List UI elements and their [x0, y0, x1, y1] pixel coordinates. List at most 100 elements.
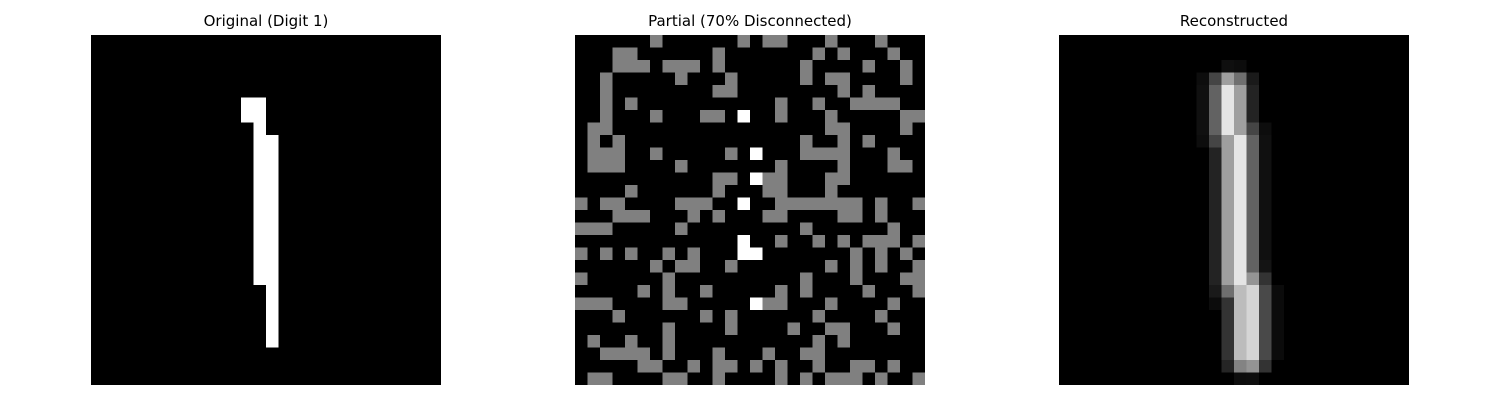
disconnected-pixel — [837, 147, 850, 160]
reconstructed-pixel — [1196, 110, 1209, 123]
disconnected-pixel — [812, 197, 825, 210]
reconstructed-pixel — [1221, 347, 1234, 360]
disconnected-pixel — [600, 222, 613, 235]
disconnected-pixel — [900, 160, 913, 173]
reconstructed-pixel — [1259, 285, 1272, 298]
disconnected-pixel — [837, 72, 850, 85]
reconstructed-pixel — [1246, 147, 1259, 160]
digit-pixel — [266, 335, 279, 348]
reconstructed-pixel — [1271, 310, 1284, 323]
disconnected-pixel — [612, 160, 625, 173]
disconnected-pixel — [800, 272, 813, 285]
reconstructed-pixel — [1246, 372, 1259, 385]
digit-pixel — [253, 110, 266, 123]
disconnected-pixel — [650, 260, 663, 273]
disconnected-pixel — [725, 260, 738, 273]
disconnected-pixel — [812, 347, 825, 360]
disconnected-pixel — [775, 35, 788, 48]
disconnected-pixel — [600, 85, 613, 98]
digit-pixel — [241, 97, 254, 110]
disconnected-pixel — [825, 122, 838, 135]
digit-pixel — [266, 222, 279, 235]
disconnected-pixel — [762, 185, 775, 198]
reconstructed-pixel — [1209, 260, 1222, 273]
disconnected-pixel — [825, 260, 838, 273]
disconnected-pixel — [662, 335, 675, 348]
disconnected-pixel — [775, 197, 788, 210]
disconnected-pixel — [850, 97, 863, 110]
reconstructed-pixel — [1209, 197, 1222, 210]
disconnected-pixel — [800, 347, 813, 360]
disconnected-pixel — [912, 110, 925, 123]
disconnected-pixel — [662, 247, 675, 260]
disconnected-pixel — [675, 222, 688, 235]
reconstructed-pixel — [1246, 360, 1259, 373]
reconstructed-pixel — [1246, 197, 1259, 210]
disconnected-pixel — [900, 60, 913, 73]
disconnected-pixel — [625, 185, 638, 198]
disconnected-pixel — [725, 172, 738, 185]
reconstructed-pixel — [1221, 247, 1234, 260]
reconstructed-pixel — [1221, 147, 1234, 160]
disconnected-pixel — [587, 122, 600, 135]
disconnected-pixel — [887, 235, 900, 248]
reconstructed-pixel — [1234, 97, 1247, 110]
reconstructed-pixel — [1246, 260, 1259, 273]
original-panel: Original (Digit 1) — [91, 0, 441, 400]
disconnected-pixel — [662, 372, 675, 385]
disconnected-pixel — [587, 222, 600, 235]
reconstructed-pixel — [1246, 160, 1259, 173]
disconnected-pixel — [912, 272, 925, 285]
reconstructed-pixel — [1209, 135, 1222, 148]
partial-panel: Partial (70% Disconnected) — [575, 0, 925, 400]
disconnected-pixel — [600, 372, 613, 385]
disconnected-pixel — [600, 122, 613, 135]
reconstructed-pixel — [1209, 160, 1222, 173]
digit-pixel — [253, 197, 266, 210]
disconnected-pixel — [862, 360, 875, 373]
disconnected-pixel — [812, 97, 825, 110]
disconnected-pixel — [850, 260, 863, 273]
reconstructed-pixel — [1221, 297, 1234, 310]
disconnected-pixel — [675, 197, 688, 210]
disconnected-pixel — [762, 297, 775, 310]
reconstructed-pixel — [1234, 335, 1247, 348]
disconnected-pixel — [887, 97, 900, 110]
digit-pixel — [253, 222, 266, 235]
disconnected-pixel — [712, 47, 725, 60]
disconnected-pixel — [875, 35, 888, 48]
disconnected-pixel — [875, 260, 888, 273]
reconstructed-pixel — [1221, 260, 1234, 273]
reconstructed-panel: Reconstructed — [1059, 0, 1409, 400]
disconnected-pixel — [675, 372, 688, 385]
disconnected-pixel — [887, 297, 900, 310]
reconstructed-pixel — [1259, 210, 1272, 223]
disconnected-pixel — [850, 272, 863, 285]
digit-pixel — [253, 235, 266, 248]
reconstructed-pixel — [1246, 285, 1259, 298]
disconnected-pixel — [800, 222, 813, 235]
reconstructed-pixel — [1259, 335, 1272, 348]
reconstructed-pixel — [1221, 60, 1234, 73]
reconstructed-pixel — [1259, 260, 1272, 273]
disconnected-pixel — [650, 35, 663, 48]
reconstructed-pixel — [1234, 310, 1247, 323]
reconstructed-pixel — [1259, 172, 1272, 185]
disconnected-pixel — [875, 247, 888, 260]
disconnected-pixel — [662, 322, 675, 335]
disconnected-pixel — [800, 197, 813, 210]
disconnected-pixel — [900, 72, 913, 85]
reconstructed-pixel — [1234, 197, 1247, 210]
disconnected-pixel — [812, 335, 825, 348]
reconstructed-pixel — [1246, 135, 1259, 148]
disconnected-pixel — [825, 35, 838, 48]
disconnected-pixel — [762, 210, 775, 223]
disconnected-pixel — [875, 310, 888, 323]
disconnected-pixel — [862, 85, 875, 98]
disconnected-pixel — [600, 160, 613, 173]
reconstructed-pixel — [1271, 335, 1284, 348]
disconnected-pixel — [875, 235, 888, 248]
reconstructed-pixel — [1259, 122, 1272, 135]
reconstructed-pixel — [1221, 360, 1234, 373]
digit-pixel — [253, 97, 266, 110]
